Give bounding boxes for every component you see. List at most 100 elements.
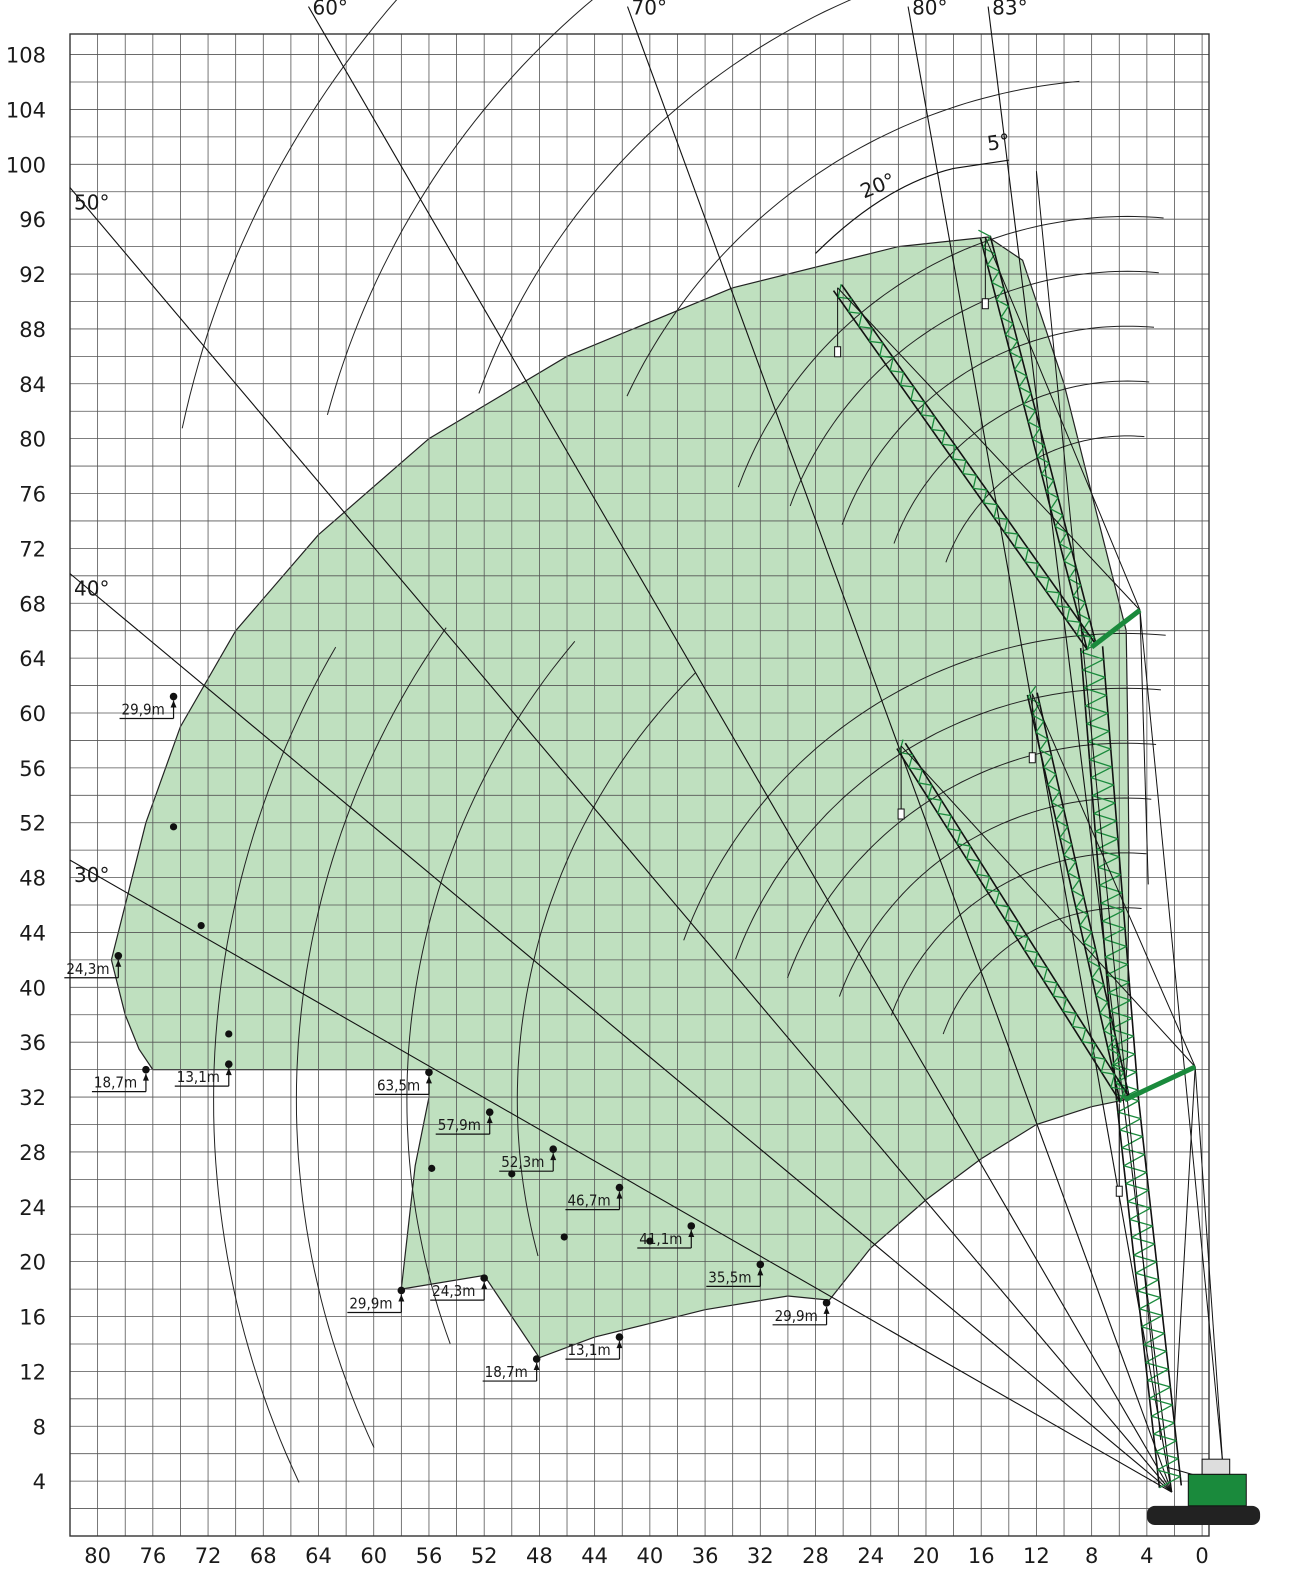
x-tick-label: 72 — [195, 1544, 222, 1568]
boom-lacing — [1014, 533, 1019, 548]
boom-chord — [832, 290, 1089, 651]
y-tick-label: 56 — [19, 757, 46, 781]
boom-lacing — [1035, 720, 1045, 733]
boom-lacing — [1102, 920, 1126, 930]
boom-lacing — [1121, 1147, 1145, 1156]
boom-lacing — [1093, 812, 1117, 822]
boom-lacing — [1005, 919, 1019, 923]
angle-line — [69, 573, 1173, 1493]
boom-lacing — [1131, 1236, 1155, 1245]
boom-lacing — [1023, 937, 1029, 951]
boom-lacing — [927, 785, 933, 799]
arc-point — [169, 823, 178, 831]
boom-lacing — [1083, 931, 1093, 944]
boom-chord — [841, 284, 1097, 645]
boom-lacing — [1079, 924, 1092, 933]
luffing-angle-label: 5° — [985, 129, 1011, 156]
boom-lacing — [1039, 738, 1049, 751]
y-tick-label: 68 — [19, 592, 46, 616]
y-tick-label: 60 — [19, 702, 46, 726]
crane-base — [1146, 1458, 1261, 1526]
angle-label: 83° — [992, 0, 1027, 20]
x-tick-label: 60 — [360, 1544, 387, 1568]
working-range-fill — [110, 236, 1130, 1359]
boom-lacing — [1107, 1047, 1120, 1056]
y-tick-label: 108 — [6, 44, 46, 68]
boom-lacing — [1036, 456, 1050, 464]
boom-lacing — [1045, 590, 1060, 594]
boom-lacing — [1072, 1025, 1086, 1030]
boom-lacing — [1121, 1135, 1143, 1149]
boom-lacing — [1110, 1086, 1125, 1091]
y-tick-label: 48 — [19, 867, 46, 891]
superstructure — [1187, 1473, 1247, 1507]
boom-lacing — [1034, 563, 1040, 577]
boom-lacing — [1096, 838, 1119, 851]
boom-lacing — [1004, 531, 1018, 535]
boom-lacing — [978, 229, 991, 237]
boom-lacing — [1090, 777, 1114, 786]
data-point — [756, 1260, 765, 1269]
boom-lacing — [1127, 1189, 1149, 1203]
boom-lacing — [847, 298, 853, 313]
boom-lacing — [1147, 1379, 1171, 1388]
boom-lacing — [1087, 959, 1100, 968]
boom-lacing — [1052, 982, 1058, 997]
boom-lacing — [1063, 549, 1073, 562]
boom-lacing — [1077, 601, 1086, 614]
boom-lacing — [937, 800, 943, 814]
boom-lacing — [975, 861, 981, 875]
radius-arc — [890, 852, 1147, 1016]
radius-arc — [406, 640, 576, 1344]
radius-label: 29,9m — [775, 1307, 818, 1325]
boom-lacing — [908, 767, 923, 771]
boom-lacing — [1103, 927, 1126, 940]
boom-lacing — [1071, 878, 1081, 891]
boom-lacing — [1014, 369, 1027, 377]
boom-lacing — [1119, 1089, 1125, 1103]
hook-block — [897, 808, 905, 820]
boom-lacing — [993, 517, 1008, 520]
x-tick-label: 24 — [857, 1544, 884, 1568]
boom-lacing — [1066, 607, 1071, 621]
boom-lacing — [952, 458, 966, 462]
boom-lacing — [1039, 749, 1053, 758]
data-point — [822, 1299, 831, 1307]
boom-chord — [989, 235, 1098, 647]
data-arrow-head — [425, 1076, 432, 1084]
boom-lacing — [1103, 1030, 1116, 1038]
boom-lacing — [1127, 1200, 1151, 1209]
boom-lacing — [1067, 872, 1080, 880]
boom-lacing — [1082, 669, 1106, 678]
x-tick-label: 76 — [139, 1544, 166, 1568]
boom-lacing — [1139, 1308, 1163, 1317]
boom-lacing — [1004, 323, 1014, 336]
boom-lacing — [1087, 741, 1111, 750]
boom-chord — [1115, 1100, 1161, 1488]
boom-lacing — [917, 769, 923, 784]
radius-arc — [893, 380, 1150, 544]
boom-lacing — [1099, 1012, 1112, 1021]
boom-lacing — [1045, 480, 1055, 492]
boom-lacing — [1000, 316, 1014, 325]
boom-lacing — [1099, 874, 1122, 886]
boom-lacing — [1107, 1036, 1117, 1049]
boom-lacing — [1054, 525, 1068, 534]
arc-point — [197, 921, 205, 930]
x-tick-label: 20 — [913, 1544, 940, 1568]
y-tick-label: 72 — [19, 537, 46, 561]
mast-strut — [1123, 1064, 1197, 1103]
x-tick-label: 64 — [305, 1544, 332, 1568]
radius-label: 29,9m — [349, 1294, 392, 1312]
boom-lacing — [1018, 386, 1032, 394]
boom-lacing — [1079, 914, 1089, 926]
boom-lacing — [941, 430, 946, 445]
boom-lacing — [1103, 1019, 1113, 1032]
boom-lacing — [1000, 305, 1009, 318]
guy-rope — [900, 745, 1196, 1068]
boom-lacing — [848, 311, 863, 315]
boom-lacing — [1004, 906, 1010, 921]
boom-lacing — [1055, 819, 1069, 828]
boom-lacing — [1103, 938, 1127, 948]
boom-lacing — [1076, 622, 1081, 636]
